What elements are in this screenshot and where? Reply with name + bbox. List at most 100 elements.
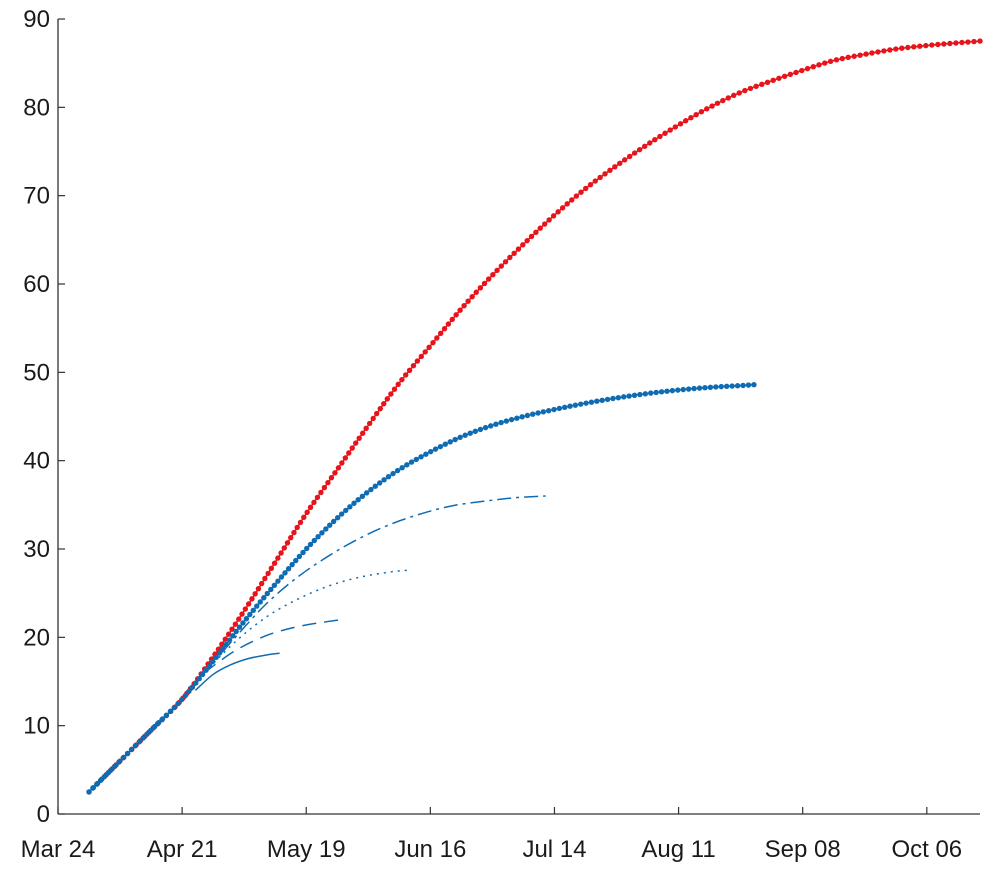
series-0-marker: [511, 250, 517, 256]
series-0-marker: [555, 209, 561, 215]
series-1-marker: [621, 394, 627, 400]
series-0-marker: [875, 49, 881, 55]
y-tick-label-90: 90: [23, 6, 50, 33]
series-1-marker: [243, 616, 250, 622]
series-0-marker: [275, 555, 281, 561]
series-0-marker: [370, 415, 376, 422]
series-0-marker: [677, 121, 684, 127]
series-1-marker: [457, 434, 463, 441]
series-0-marker: [597, 174, 603, 181]
series-1-marker: [385, 473, 392, 480]
series-1-marker: [562, 404, 568, 410]
series-1-marker: [408, 459, 415, 465]
series-0-marker: [959, 39, 965, 46]
series-0-marker: [359, 430, 366, 436]
series-0-marker: [573, 193, 580, 199]
series-1-marker: [442, 441, 448, 447]
series-1-marker: [664, 388, 670, 394]
series-0-marker: [953, 40, 959, 46]
series-1-marker: [307, 541, 314, 548]
series-0-marker: [714, 100, 721, 106]
series-0-marker: [546, 217, 552, 223]
series-1-marker: [472, 428, 478, 434]
series-0-marker: [363, 425, 369, 431]
series-1-marker: [247, 611, 253, 618]
series-0-marker: [564, 201, 570, 207]
x-tick-label-7: Oct 06: [891, 836, 962, 863]
series-1-marker: [604, 396, 611, 403]
series-0-marker: [449, 316, 455, 323]
series-1-marker: [394, 467, 401, 474]
series-0-marker: [776, 75, 782, 81]
series-0-marker: [929, 42, 935, 48]
series-0-marker: [441, 325, 448, 332]
series-1-marker: [186, 688, 192, 695]
series-0-marker: [720, 97, 726, 104]
series-0-marker: [498, 263, 505, 269]
series-2-line: [203, 495, 546, 674]
series-1-marker: [359, 493, 366, 499]
series-0-marker: [652, 137, 658, 143]
series-0-marker: [863, 51, 869, 57]
series-0-marker: [339, 460, 345, 466]
series-1-marker: [540, 409, 547, 415]
series-4: [203, 618, 342, 674]
y-tick-label-20: 20: [23, 624, 50, 651]
series-0-marker: [232, 621, 239, 627]
series-1-marker: [90, 785, 96, 791]
series-1-marker: [675, 387, 681, 393]
series-0-marker: [683, 118, 689, 124]
series-1-marker: [648, 390, 654, 396]
series-0-marker: [318, 489, 324, 496]
series-0-marker: [662, 130, 668, 136]
series-1-marker: [230, 633, 236, 639]
series-1-marker: [462, 432, 468, 438]
series-1-marker: [105, 769, 112, 776]
series-0-marker: [592, 178, 598, 184]
series-1-marker: [691, 385, 697, 392]
series-0-marker: [494, 267, 500, 274]
series-1-marker: [323, 526, 329, 532]
series-0-marker: [725, 95, 731, 101]
series-4-line: [203, 618, 342, 674]
series-0-marker: [622, 157, 628, 163]
series-0-marker: [626, 153, 633, 160]
series-0-marker: [941, 41, 947, 47]
series-1-marker: [175, 700, 181, 707]
series-0-marker: [374, 410, 380, 417]
series-1-marker: [707, 384, 714, 390]
y-tick-label-70: 70: [23, 183, 50, 210]
y-tick-label-40: 40: [23, 448, 50, 475]
series-0-marker: [278, 550, 284, 556]
series-0-marker: [736, 90, 742, 96]
series-1-line: [88, 383, 754, 793]
series-0-marker: [759, 81, 765, 87]
series-0-marker: [524, 237, 530, 244]
series-0-marker: [457, 307, 463, 313]
series-1-marker: [432, 446, 439, 452]
series-1-marker: [268, 586, 274, 593]
series-1-marker: [285, 566, 292, 572]
series-0-marker: [473, 289, 479, 295]
series-0-marker: [810, 64, 816, 70]
series-1-marker: [121, 754, 127, 760]
series-0-marker: [262, 575, 268, 582]
series-1-marker: [452, 436, 458, 443]
series-1-marker: [519, 414, 525, 420]
series-0-marker: [537, 225, 543, 231]
series-1-marker: [594, 398, 600, 404]
series-0-marker: [520, 242, 526, 248]
series-1-marker: [151, 723, 158, 730]
series-0-marker: [672, 124, 679, 130]
series-1-marker: [330, 518, 337, 525]
series-0-marker: [507, 254, 513, 261]
series-1-marker: [658, 389, 665, 395]
y-tick-label-30: 30: [23, 536, 50, 563]
series-0-marker: [271, 560, 278, 566]
series-0-marker: [434, 335, 440, 341]
series-1-marker: [368, 486, 374, 493]
series-1-marker: [271, 582, 278, 588]
series-1-marker: [535, 410, 541, 416]
series-1-marker: [477, 426, 484, 433]
